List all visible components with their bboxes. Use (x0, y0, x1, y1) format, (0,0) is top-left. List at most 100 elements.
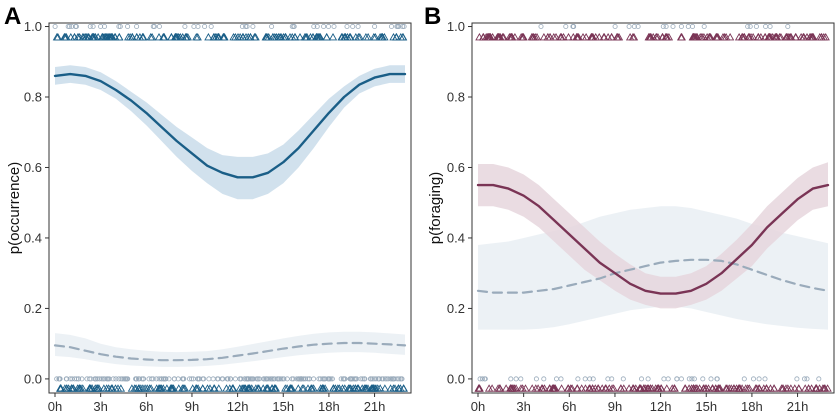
rug-circle-bottom-a (373, 376, 379, 382)
rug-triangle-top-b (760, 32, 770, 41)
rug-circle-bottom-a (74, 376, 80, 382)
rug-triangle-top-a (355, 32, 364, 41)
rug-triangle-top-b (692, 32, 701, 41)
rug-triangle-top-b (748, 32, 758, 41)
rug-circle-bottom-a (396, 376, 402, 382)
y-axis-ticks-b: 0.0 0.2 0.4 0.6 0.8 1.0 (447, 19, 472, 386)
rug-circle-bottom-a (278, 376, 284, 382)
rug-triangle-bottom-a (180, 384, 190, 392)
series-line-focal-a (53, 72, 407, 179)
rug-triangle-top-a (328, 32, 338, 41)
rug-circle-top-a (244, 23, 250, 29)
rug-triangle-top-a (378, 32, 387, 41)
rug-triangle-top-b (475, 32, 484, 41)
rug-triangle-top-b (658, 32, 667, 41)
rug-triangle-bottom-a (245, 384, 255, 392)
y-axis-ticks-a: 0.0 0.2 0.4 0.6 0.8 1.0 (24, 19, 49, 386)
x-tick-label-b: 6h (562, 399, 576, 412)
rug-triangle-top-a (238, 32, 248, 41)
rug-triangle-bottom-a (169, 384, 178, 392)
rug-circle-top-a (191, 23, 197, 29)
rug-circle-top-b (767, 23, 773, 29)
rug-triangle-top-a (214, 32, 224, 41)
rug-triangle-bottom-b (607, 384, 617, 392)
rug-triangle-top-a (128, 32, 137, 41)
rug-circle-bottom-a (84, 376, 90, 382)
rug-triangle-bottom-b (729, 384, 739, 392)
rug-circle-bottom-a (104, 376, 110, 382)
rug-circle-bottom-a (329, 376, 335, 382)
panel-label-b: B (424, 3, 441, 30)
x-tick-label-b: 12h (650, 399, 672, 412)
rug-circle-bottom-a (195, 376, 201, 382)
rug-circle-bottom-a (275, 376, 281, 382)
rug-circle-top-b (701, 23, 707, 29)
rug-circle-bottom-a (75, 376, 81, 382)
rug-circle-top-a (289, 23, 295, 29)
rug-circle-top-a (116, 23, 122, 29)
rug-triangle-top-a (209, 32, 219, 41)
rug-triangle-top-a (251, 32, 260, 41)
rug-triangle-bottom-b (619, 384, 628, 392)
rug-triangle-bottom-a (303, 384, 313, 392)
rug-triangle-bottom-a (340, 384, 349, 392)
rug-circle-bottom-b (645, 376, 651, 382)
rug-triangle-top-b (754, 32, 763, 41)
rug-circle-bottom-a (382, 376, 388, 382)
rug-triangle-bottom-b (549, 384, 558, 392)
rug-triangle-top-b (595, 32, 604, 41)
y-axis-label-b: p(foraging) (427, 172, 444, 245)
rug-triangle-top-a (268, 32, 277, 41)
rug-triangle-top-b (603, 32, 613, 41)
rug-circle-top-a (243, 23, 249, 29)
rug-circle-bottom-a (219, 376, 225, 382)
rug-circle-bottom-a (305, 376, 311, 382)
y-tick-label-a: 0.6 (24, 160, 42, 175)
x-tick-label-b: 15h (695, 399, 717, 412)
plot-border-a (48, 22, 412, 394)
rug-circle-bottom-b (678, 376, 684, 382)
rug-circle-top-a (291, 23, 297, 29)
rug-triangle-bottom-b (501, 384, 511, 392)
x-tick-label-a: 6h (139, 399, 153, 412)
rug-circle-top-b (660, 23, 666, 29)
rug-triangle-bottom-a (145, 384, 154, 392)
rug-triangle-bottom-b (528, 384, 537, 392)
rug-circle-bottom-a (369, 376, 375, 382)
rug-triangle-bottom-b (716, 384, 725, 392)
rug-circle-top-a (202, 23, 208, 29)
rug-circle-top-a (400, 23, 406, 29)
rug-triangle-bottom-b (538, 384, 547, 392)
rug-circle-top-a (182, 23, 188, 29)
rug-triangle-top-b (531, 32, 540, 41)
rug-triangle-bottom-a (361, 384, 370, 392)
x-tick-label-a: 18h (318, 399, 340, 412)
rug-triangle-bottom-a (394, 384, 403, 392)
x-tick-label-a: 9h (185, 399, 199, 412)
rug-circle-bottom-a (298, 376, 304, 382)
rug-triangle-top-b (549, 32, 558, 41)
rug-triangle-bottom-a (294, 384, 303, 392)
rug-circle-top-b (747, 23, 753, 29)
rug-triangle-top-b (517, 32, 526, 41)
rug-triangle-bottom-b (581, 384, 590, 392)
rug-circle-bottom-a (189, 376, 195, 382)
rug-circle-top-b (670, 23, 676, 29)
rug-circle-bottom-a (281, 376, 287, 382)
x-tick-label-b: 18h (741, 399, 763, 412)
rug-triangle-bottom-b (689, 384, 698, 392)
rug-circle-bottom-a (338, 376, 344, 382)
rug-triangle-bottom-b (662, 384, 671, 392)
rug-triangle-top-b (493, 32, 503, 41)
rug-circle-bottom-a (303, 376, 309, 382)
rug-triangle-bottom-b (566, 384, 575, 392)
rug-circle-top-a (331, 23, 337, 29)
rug-circle-bottom-a (158, 376, 164, 382)
rug-triangle-bottom-a (281, 384, 290, 392)
rug-circle-bottom-a (289, 376, 295, 382)
rug-circle-bottom-a (102, 376, 108, 382)
rug-triangle-top-a (124, 32, 133, 41)
rug-triangle-bottom-a (69, 384, 78, 392)
rug-circle-bottom-a (238, 376, 244, 382)
rug-circle-top-a (321, 23, 327, 29)
